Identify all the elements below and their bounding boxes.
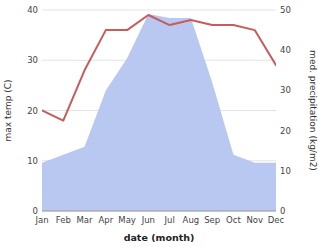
marks <box>42 14 276 211</box>
area <box>42 14 276 211</box>
y-tick-label: 40 <box>27 5 38 15</box>
x-tick-label: May <box>118 215 136 225</box>
x-axis-title: date (month) <box>124 232 195 243</box>
y2-tick-label: 0 <box>280 206 285 216</box>
x-tick-label: Oct <box>226 215 241 225</box>
y-tick-label: 30 <box>27 55 38 65</box>
x-tick-label: Aug <box>183 215 200 225</box>
x-tick-label: Dec <box>268 215 285 225</box>
y2-tick-label: 50 <box>280 5 291 15</box>
x-axis-line <box>42 211 276 212</box>
x-tick-label: Jul <box>164 215 175 225</box>
line <box>42 15 276 121</box>
y-tick-label: 10 <box>27 156 38 166</box>
x-tick-label: Apr <box>98 215 113 225</box>
y2-tick-label: 40 <box>280 45 291 55</box>
grid-line <box>42 10 276 11</box>
y-tick-label: 20 <box>27 106 38 116</box>
x-tick-label: Mar <box>77 215 94 225</box>
y2-tick-label: 20 <box>280 126 291 136</box>
x-tick-label: Jun <box>141 215 155 225</box>
grid-line <box>42 211 276 212</box>
y-tick-label: 0 <box>33 206 38 216</box>
chart: JanFebMarAprMayJunJulAugSepOctNovDec0102… <box>0 0 318 247</box>
x-tick-label: Jan <box>34 215 48 225</box>
y2-tick-label: 30 <box>280 85 291 95</box>
x-tick-label: Nov <box>246 215 263 225</box>
y2-tick-label: 10 <box>280 166 291 176</box>
chart-container: JanFebMarAprMayJunJulAugSepOctNovDec0102… <box>0 0 318 247</box>
y-axis-title: max temp (C) <box>3 79 13 141</box>
y2-axis-title: med. precipitation (kg/m2) <box>308 50 318 171</box>
x-tick-label: Sep <box>204 215 220 225</box>
x-tick-label: Feb <box>56 215 71 225</box>
